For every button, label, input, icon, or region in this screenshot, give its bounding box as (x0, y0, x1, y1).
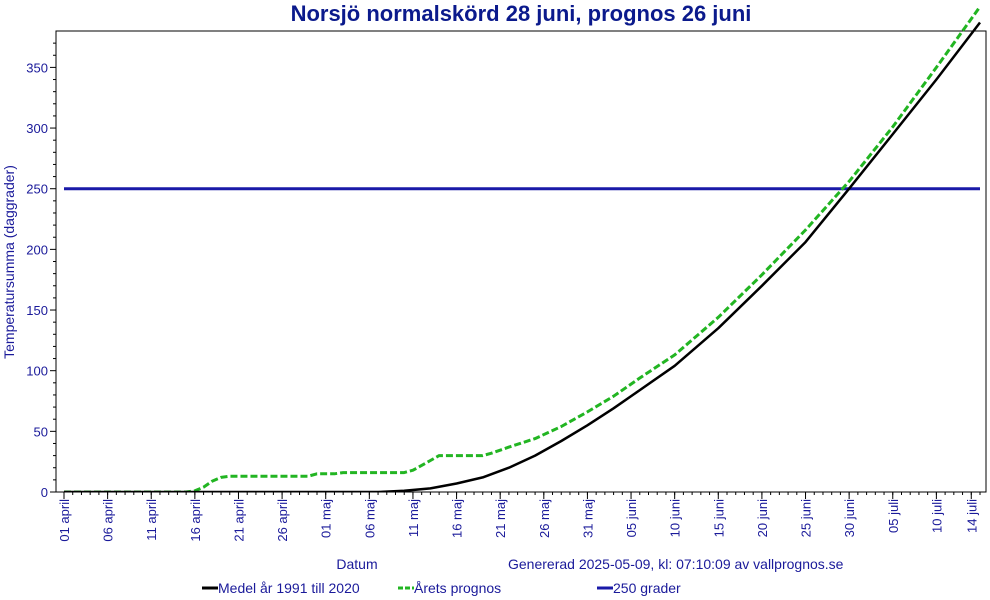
y-axis: 0 50 100 150 200 250 300 350 (26, 42, 56, 500)
x-tick-label: 06 april (101, 499, 116, 542)
chart-title: Norsjö normalskörd 28 juni, prognos 26 j… (291, 1, 752, 26)
x-tick-label: 16 april (188, 499, 203, 542)
x-tick-label: 21 maj (493, 499, 508, 538)
x-tick-label: 10 juli (929, 499, 944, 533)
x-tick-label: 10 juni (668, 499, 683, 537)
x-tick-label: 06 maj (362, 499, 377, 538)
y-tick-label: 50 (34, 424, 48, 439)
x-tick-label: 11 april (144, 499, 159, 541)
legend-label-0: Medel år 1991 till 2020 (218, 580, 360, 596)
y-axis-label: Temperatursumma (daggrader) (1, 165, 17, 359)
legend-label-2: 250 grader (613, 580, 681, 596)
x-tick-label: 20 juni (755, 499, 770, 537)
x-tick-label: 26 april (275, 499, 290, 542)
plot-frame (55, 30, 987, 493)
y-tick-label: 150 (26, 303, 48, 318)
x-tick-label: 15 juni (711, 499, 726, 537)
legend-label-1: Årets prognos (414, 580, 501, 596)
x-tick-label: 11 maj (406, 499, 421, 537)
x-axis: 01 april 06 april 11 april 16 april 21 april… (57, 492, 981, 542)
x-tick-label: 25 juni (799, 499, 814, 537)
y-tick-label: 350 (26, 60, 48, 75)
generated-text: Genererad 2025-05-09, kl: 07:10:09 av va… (508, 556, 844, 572)
x-tick-label: 05 juli (886, 499, 901, 533)
x-tick-label: 31 maj (580, 499, 595, 538)
y-tick-label: 250 (26, 182, 48, 197)
x-tick-label: 30 juni (842, 499, 857, 537)
x-axis-label: Datum (336, 556, 377, 572)
legend: Medel år 1991 till 2020 Årets prognos 250 … (202, 580, 681, 596)
x-tick-label: 26 maj (537, 499, 552, 538)
y-tick-label: 200 (26, 242, 48, 257)
x-tick-label: 16 maj (450, 499, 465, 538)
plot-area (55, 30, 987, 493)
y-tick-label: 300 (26, 121, 48, 136)
y-tick-label: 100 (26, 364, 48, 379)
x-tick-label: 21 april (231, 499, 246, 542)
series-line-1 (64, 5, 982, 492)
x-tick-label: 05 juni (624, 499, 639, 537)
y-tick-label: 0 (41, 485, 48, 500)
x-tick-label: 01 april (57, 499, 72, 542)
x-tick-label: 01 maj (319, 499, 334, 538)
series-line-0 (64, 21, 981, 492)
x-tick-label: 14 juli (964, 499, 979, 533)
series-layer (64, 5, 982, 492)
